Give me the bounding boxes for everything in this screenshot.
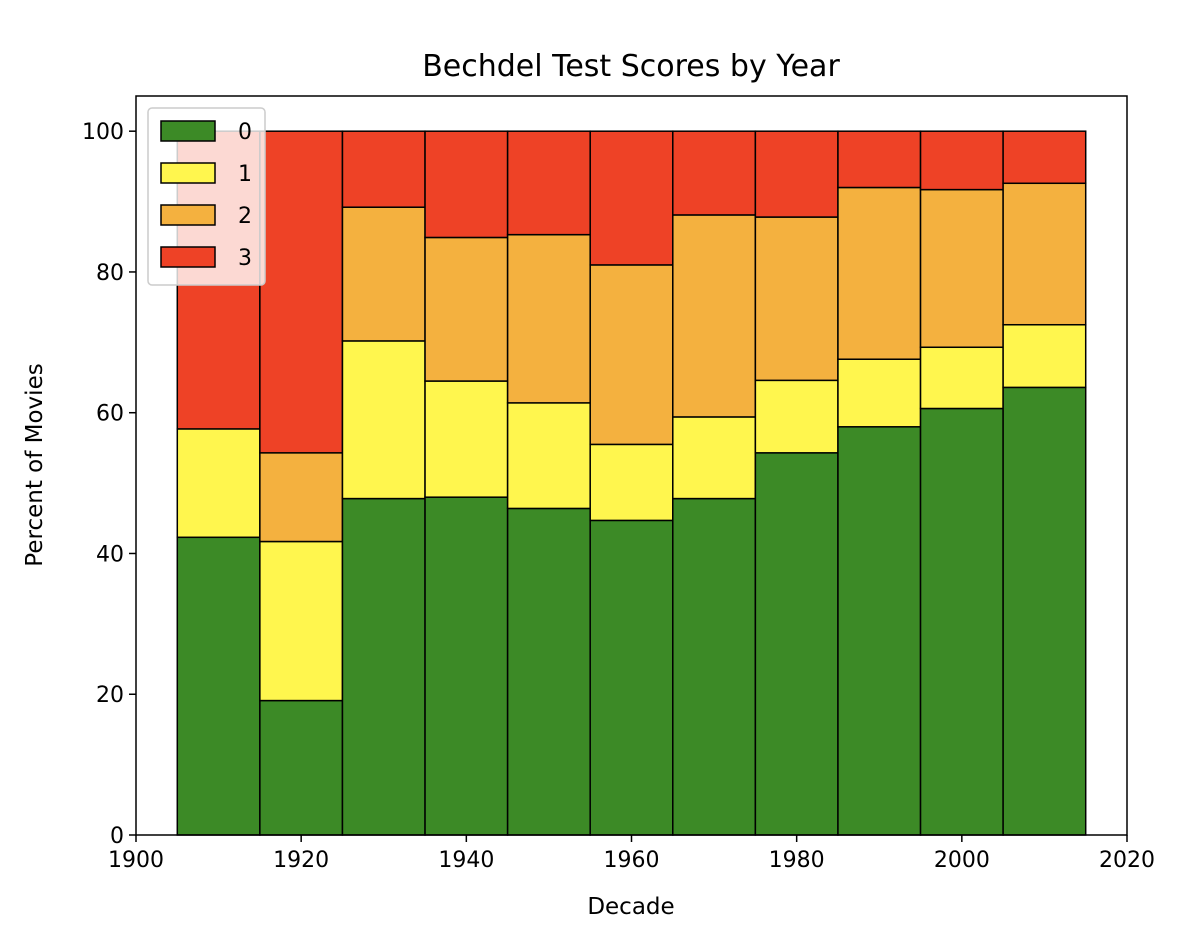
legend-swatch-3 xyxy=(160,246,216,268)
bar-2010-score-0 xyxy=(1002,386,1087,836)
bar-1960-score-1 xyxy=(589,443,674,522)
bar-1950-score-3 xyxy=(506,130,591,236)
y-tick-label-40: 40 xyxy=(96,542,124,567)
bar-1970-score-1 xyxy=(672,416,757,500)
bar-1970-score-0 xyxy=(672,497,757,836)
y-axis-ticks: 0 20 40 60 80 100 xyxy=(82,120,136,849)
bar-1960-score-3 xyxy=(589,130,674,266)
bar-1930-score-3 xyxy=(341,130,426,208)
x-tick-label-1960: 1960 xyxy=(604,848,660,873)
bar-2010-score-3 xyxy=(1002,130,1087,185)
legend-swatch-1 xyxy=(160,162,216,184)
x-tick-label-1920: 1920 xyxy=(273,848,329,873)
bar-1980-score-0 xyxy=(754,452,839,836)
bar-1930-score-1 xyxy=(341,340,426,500)
y-tick-label-20: 20 xyxy=(96,683,124,708)
legend-swatch-0 xyxy=(160,120,216,142)
bar-1910-score-0 xyxy=(176,536,261,836)
bar-1980-score-1 xyxy=(754,379,839,454)
y-tick-label-60: 60 xyxy=(96,402,124,427)
bar-2000-score-1 xyxy=(919,346,1004,410)
bar-1950-score-2 xyxy=(506,233,591,404)
legend-label-2: 2 xyxy=(238,204,252,229)
legend: 0 1 2 3 xyxy=(147,107,266,286)
x-axis-label: Decade xyxy=(587,894,674,920)
legend-label-3: 3 xyxy=(238,246,252,271)
bar-1940-score-0 xyxy=(424,496,509,836)
bar-1960-score-2 xyxy=(589,264,674,446)
legend-box xyxy=(147,107,266,286)
bars-group xyxy=(176,130,1087,836)
y-axis-label: Percent of Movies xyxy=(22,363,48,566)
chart-title: Bechdel Test Scores by Year xyxy=(422,49,840,84)
x-tick-label-1980: 1980 xyxy=(769,848,825,873)
bar-1920-score-1 xyxy=(259,540,344,702)
bar-1980-score-3 xyxy=(754,130,839,218)
bar-1970-score-2 xyxy=(672,214,757,418)
bar-1990-score-2 xyxy=(837,186,922,360)
bar-2010-score-2 xyxy=(1002,182,1087,326)
bar-1920-score-0 xyxy=(259,699,344,836)
bar-1940-score-1 xyxy=(424,380,509,498)
bar-1990-score-0 xyxy=(837,426,922,836)
y-tick-label-80: 80 xyxy=(96,261,124,286)
bar-2010-score-1 xyxy=(1002,323,1087,389)
bar-2000-score-0 xyxy=(919,407,1004,836)
x-tick-label-2020: 2020 xyxy=(1099,848,1155,873)
x-tick-label-2000: 2000 xyxy=(934,848,990,873)
bar-1950-score-1 xyxy=(506,402,591,510)
bar-2000-score-3 xyxy=(919,130,1004,191)
legend-label-1: 1 xyxy=(238,162,252,187)
bar-1970-score-3 xyxy=(672,130,757,216)
bar-1940-score-2 xyxy=(424,236,509,382)
bar-1980-score-2 xyxy=(754,216,839,382)
bar-1990-score-3 xyxy=(837,130,922,189)
legend-swatch-2 xyxy=(160,204,216,226)
bar-2000-score-2 xyxy=(919,188,1004,349)
bar-1930-score-0 xyxy=(341,497,426,836)
bar-1920-score-2 xyxy=(259,452,344,543)
x-tick-label-1940: 1940 xyxy=(438,848,494,873)
legend-label-0: 0 xyxy=(238,120,252,145)
bar-1940-score-3 xyxy=(424,130,509,239)
bar-1950-score-0 xyxy=(506,507,591,836)
y-tick-label-0: 0 xyxy=(110,824,124,849)
bar-1930-score-2 xyxy=(341,206,426,342)
y-tick-label-100: 100 xyxy=(82,120,124,145)
bar-1960-score-0 xyxy=(589,519,674,836)
x-axis-ticks: 1900 1920 1940 1960 1980 2000 2020 xyxy=(108,835,1155,873)
x-tick-label-1900: 1900 xyxy=(108,848,164,873)
bar-1910-score-1 xyxy=(176,428,261,539)
bar-1990-score-1 xyxy=(837,358,922,428)
bar-1920-score-3 xyxy=(259,130,344,454)
